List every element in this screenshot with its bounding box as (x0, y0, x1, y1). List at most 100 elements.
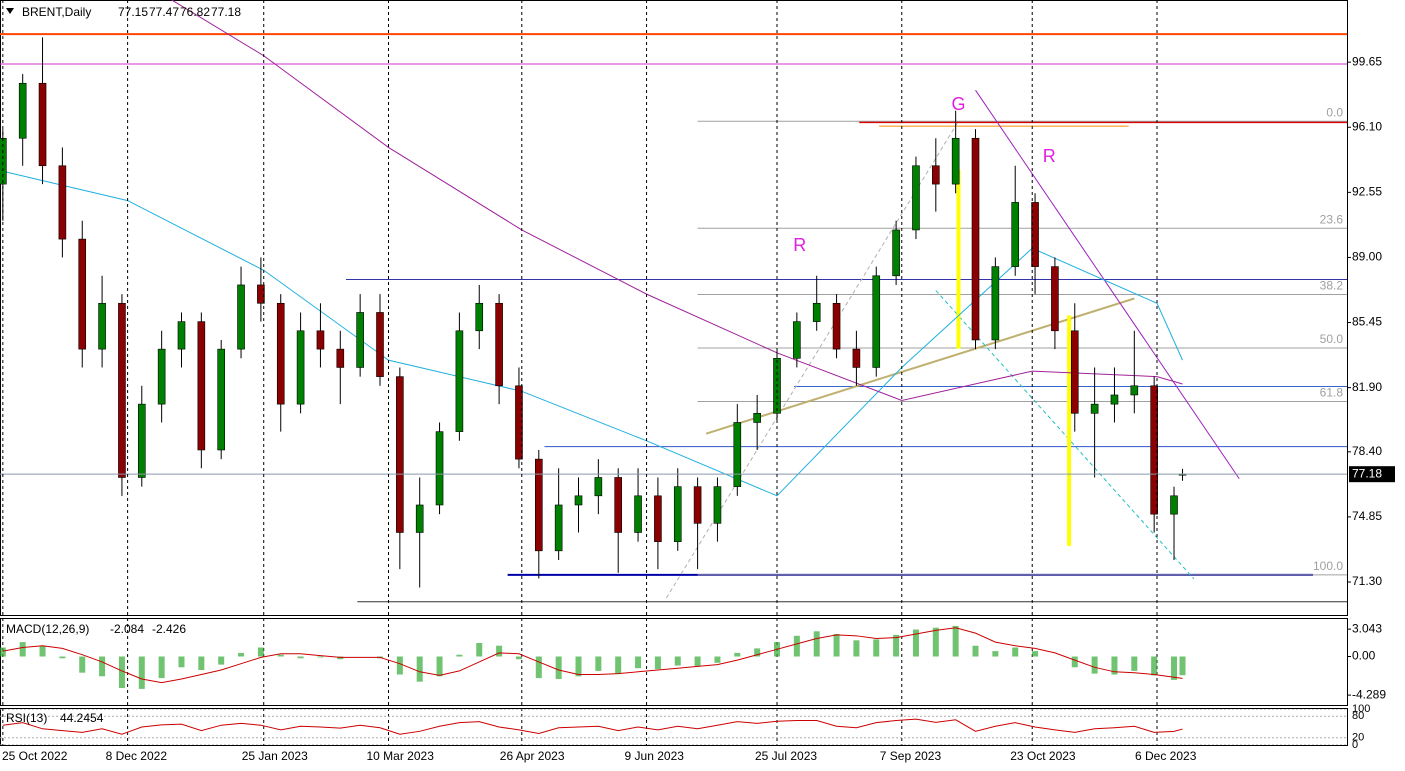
candle-body (137, 403, 146, 478)
macd-bar (992, 651, 999, 657)
macd-title: MACD(12,26,9) (6, 622, 89, 636)
candle-body (654, 495, 662, 542)
macd-bar (1171, 656, 1178, 680)
macd-bar (1151, 656, 1158, 676)
candle-body (1110, 394, 1119, 405)
candle-body (435, 431, 444, 506)
candle-body (336, 348, 345, 368)
candle-body (257, 284, 265, 304)
candle-body (118, 302, 126, 478)
candle-body (455, 330, 464, 432)
candle-body (594, 477, 603, 497)
candle-body (78, 238, 87, 350)
candle-body (1031, 202, 1039, 267)
macd-bar (1091, 656, 1098, 674)
candle-body (1051, 266, 1059, 332)
macd-bar (833, 634, 840, 657)
trend-line (975, 89, 1240, 480)
low-value: 76.82 (180, 5, 210, 19)
macd-bar (257, 647, 264, 657)
candle-body (614, 477, 623, 533)
macd-bar (515, 656, 522, 660)
macd-bar (59, 656, 66, 659)
close-value: 77.18 (211, 5, 241, 19)
macd-bar (873, 639, 880, 657)
fib-label: 23.6 (1320, 212, 1344, 226)
macd-bar (912, 629, 919, 657)
macd-bar (456, 654, 463, 657)
macd-bar (79, 656, 86, 673)
macd-bar (575, 656, 582, 677)
y-tick-label: 74.85 (1352, 509, 1382, 523)
candle-body (376, 312, 384, 377)
candle-body (296, 330, 305, 405)
candle-body (634, 495, 642, 533)
y-tick-label: 3.043 (1352, 621, 1382, 635)
macd-bar (1179, 656, 1186, 676)
main-frame (0, 0, 1348, 616)
macd-bar (118, 656, 125, 688)
candle-body (177, 321, 186, 350)
macd-bar (813, 631, 820, 657)
macd-bar (416, 656, 423, 682)
x-tick-label: 10 Mar 2023 (367, 749, 435, 763)
candle-body (316, 330, 325, 350)
candle-body (892, 229, 900, 277)
fib-label: 61.8 (1320, 386, 1344, 400)
candle-body (951, 137, 960, 185)
candle-body (1090, 403, 1099, 414)
y-tick-label: 100 (1352, 703, 1370, 715)
moving-average (170, 0, 1183, 401)
x-tick-label: 25 Jan 2023 (242, 749, 308, 763)
y-tick-label: 0 (1352, 739, 1358, 751)
macd-bar (99, 656, 106, 677)
candle-body (157, 348, 166, 405)
candle-body (58, 165, 67, 240)
x-tick-label: 25 Jul 2023 (755, 749, 817, 763)
macd-bar (635, 656, 642, 669)
candle-body (753, 413, 761, 423)
candle-body (574, 495, 583, 506)
fib-label: 50.0 (1320, 332, 1344, 346)
high-value: 77.47 (149, 5, 179, 19)
rsi-value: 44.2454 (60, 711, 104, 725)
menu-arrow[interactable] (6, 8, 14, 14)
candle-body (98, 302, 106, 350)
panel-layer (0, 0, 1347, 603)
fib-label: 38.2 (1320, 279, 1344, 293)
panel-layer (0, 709, 1347, 745)
x-tick-label: 7 Sep 2023 (880, 749, 942, 763)
macd-bar (694, 656, 701, 667)
x-tick-label: 26 Apr 2023 (500, 749, 565, 763)
candle-body (554, 504, 563, 552)
candle-body (356, 312, 364, 368)
candle-body (793, 321, 801, 359)
candle-body (534, 458, 543, 552)
y-tick-label: -4.289 (1352, 687, 1386, 701)
candle-body (713, 486, 722, 524)
macd-bar (555, 656, 562, 679)
signal-line (2, 627, 1183, 684)
candle-body (515, 385, 523, 460)
macd-bar (198, 656, 205, 671)
macd-bar (972, 645, 979, 657)
y-tick-label: 0.00 (1352, 649, 1376, 663)
rsi-frame (0, 708, 1348, 746)
symbol-title: BRENT,Daily (22, 5, 91, 19)
current-price-label: 77.18 (1352, 466, 1382, 480)
candle-body (1150, 385, 1158, 515)
macd-bar (277, 654, 284, 657)
macd-bar (674, 656, 681, 666)
macd-bar (1111, 656, 1118, 675)
candle-body (991, 266, 1000, 341)
x-tick-label: 9 Jun 2023 (625, 749, 685, 763)
annotation: R (793, 235, 806, 255)
signal-value: -2.426 (152, 622, 186, 636)
y-tick-label: 89.00 (1352, 250, 1382, 264)
y-tick-label: 80 (1352, 710, 1364, 722)
y-tick-label: 71.30 (1352, 574, 1382, 588)
y-tick-label: 20 (1352, 732, 1364, 744)
macd-bar (654, 656, 661, 670)
y-tick-label: 78.40 (1352, 444, 1382, 458)
